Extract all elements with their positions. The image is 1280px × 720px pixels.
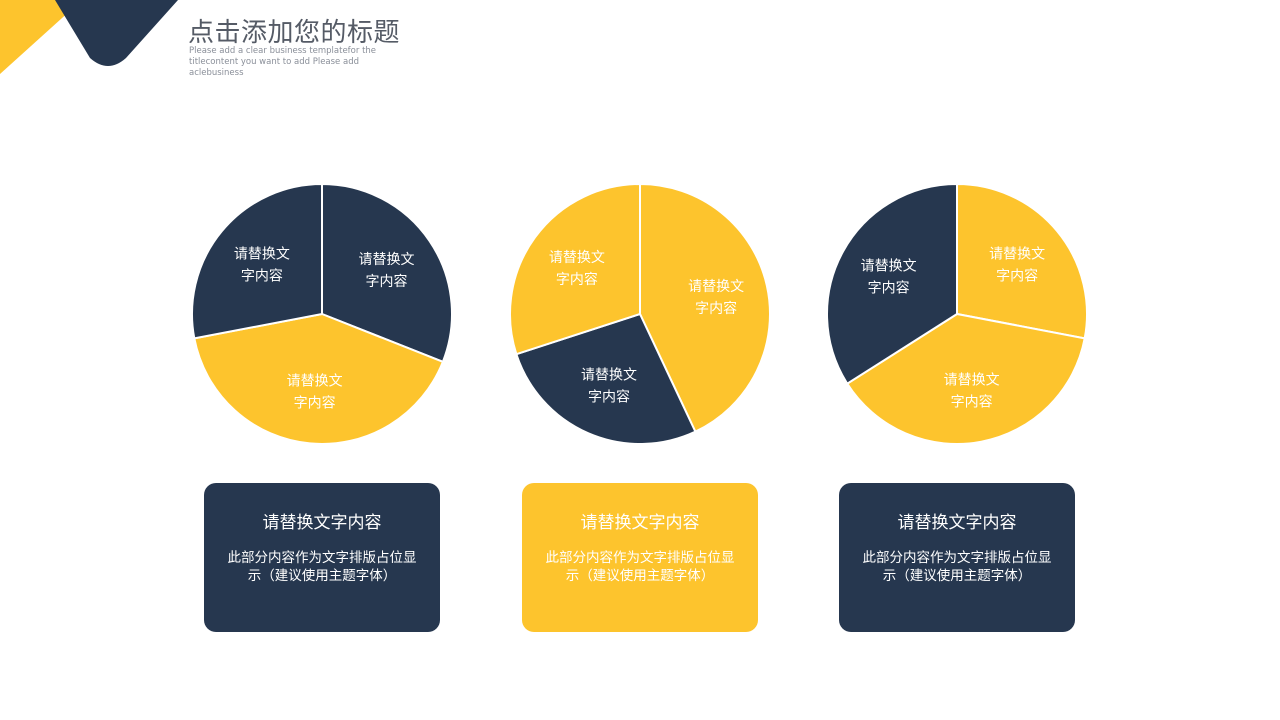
slice-label: 请替换文字内容 [234,245,290,284]
slice-label: 请替换文字内容 [581,367,637,406]
slice-label: 请替换文字内容 [688,278,744,317]
pie-slice [509,182,641,356]
slice-label: 请替换文字内容 [944,372,1000,411]
info-card-2: 请替换文字内容 此部分内容作为文字排版占位显示（建议使用主题字体） [522,483,758,632]
slice-label: 请替换文字内容 [287,373,343,412]
card-heading: 请替换文字内容 [897,513,1017,533]
info-card-3: 请替换文字内容 此部分内容作为文字排版占位显示（建议使用主题字体） [839,483,1075,632]
pie-slice [191,182,323,340]
pie-slice [956,182,1088,340]
info-card-1: 请替换文字内容 此部分内容作为文字排版占位显示（建议使用主题字体） [204,483,440,632]
pie-slice [639,182,771,433]
slice-label: 请替换文字内容 [989,245,1045,284]
card-heading: 请替换文字内容 [262,513,382,533]
card-body: 此部分内容作为文字排版占位显示（建议使用主题字体） [545,550,735,584]
corner-decoration [0,0,178,74]
card-body: 此部分内容作为文字排版占位显示（建议使用主题字体） [862,550,1052,584]
pie-slice [515,312,697,445]
page-title: 点击添加您的标题 [188,18,401,48]
corner-navy-shape [55,0,178,66]
slice-label: 请替换文字内容 [861,257,917,296]
pie-slice [193,312,445,445]
pie-slice [826,182,958,386]
slice-label: 请替换文字内容 [549,249,605,288]
card-body: 此部分内容作为文字排版占位显示（建议使用主题字体） [227,550,417,584]
card-heading: 请替换文字内容 [580,513,700,533]
page-subtitle: Please add a clear business templatefor … [189,46,377,78]
corner-yellow-shape [0,0,82,74]
pie-slice [321,182,453,364]
slice-label: 请替换文字内容 [359,251,415,290]
